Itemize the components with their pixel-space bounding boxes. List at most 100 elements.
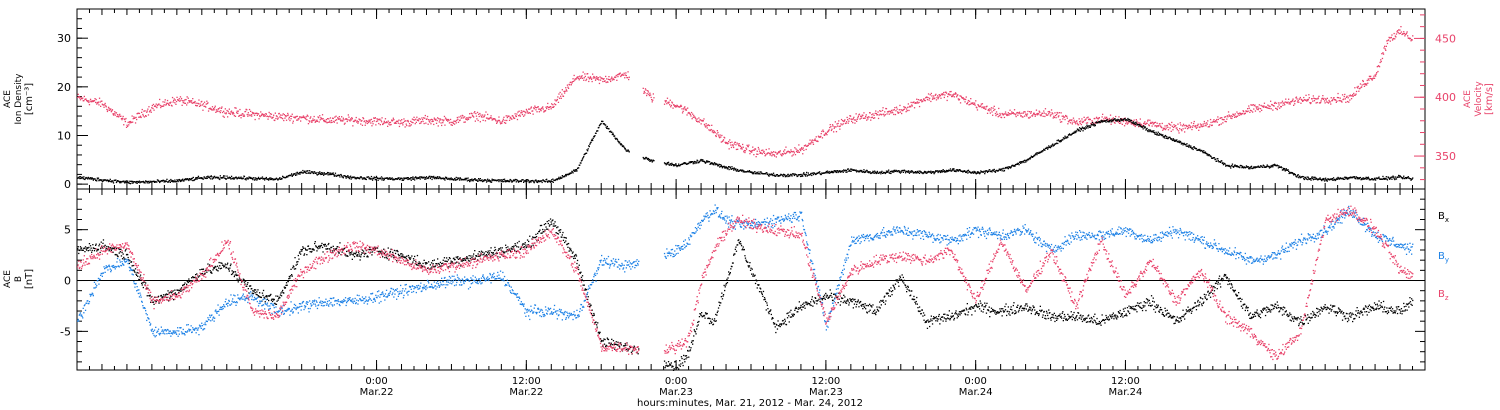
velocity-series-point bbox=[447, 118, 449, 121]
density-series-point bbox=[1358, 177, 1360, 179]
velocity-series-point bbox=[1081, 118, 1083, 120]
velocity-series-point bbox=[1285, 98, 1287, 100]
velocity-series-point bbox=[712, 132, 715, 134]
density-series-point bbox=[310, 172, 312, 174]
velocity-series-point bbox=[384, 122, 386, 124]
density-series-point bbox=[713, 162, 716, 164]
density-series-point bbox=[1321, 178, 1323, 181]
series-Bx-point bbox=[103, 245, 105, 247]
velocity-series-point bbox=[861, 116, 863, 118]
velocity-series-point bbox=[873, 114, 875, 116]
velocity-series-point bbox=[914, 102, 916, 104]
density-series-point bbox=[936, 170, 939, 172]
series-Bx-point bbox=[158, 302, 160, 304]
density-series-point bbox=[268, 179, 270, 181]
density-series-point bbox=[875, 171, 877, 173]
density-series-point bbox=[751, 171, 753, 173]
density-series-point bbox=[943, 170, 945, 173]
velocity-series-point bbox=[347, 114, 349, 116]
velocity-series-point bbox=[838, 125, 840, 128]
velocity-series-point bbox=[1186, 128, 1189, 130]
velocity-series-point bbox=[273, 114, 275, 116]
velocity-series-point bbox=[249, 115, 251, 117]
velocity-series-point bbox=[156, 106, 158, 109]
density-series-point bbox=[1289, 171, 1291, 173]
velocity-series-point bbox=[938, 94, 940, 96]
velocity-series-point bbox=[517, 115, 520, 117]
density-series-point bbox=[787, 173, 789, 175]
density-series-point bbox=[1327, 178, 1329, 180]
density-series-point bbox=[528, 180, 530, 182]
velocity-series-point bbox=[991, 111, 993, 113]
velocity-axis-tick-label: 350 bbox=[1435, 150, 1456, 163]
velocity-series-point bbox=[1291, 99, 1294, 102]
density-series-point bbox=[232, 177, 234, 179]
velocity-series-point bbox=[400, 122, 402, 124]
velocity-series-point bbox=[1098, 117, 1100, 119]
velocity-series-point bbox=[724, 137, 726, 139]
density-series-point bbox=[502, 181, 504, 183]
velocity-series-point bbox=[774, 155, 776, 157]
velocity-series-point bbox=[1410, 40, 1412, 42]
velocity-series-point bbox=[940, 93, 943, 95]
series-Bx-point bbox=[83, 247, 85, 249]
velocity-series-point bbox=[851, 120, 853, 122]
velocity-series-point bbox=[756, 153, 758, 155]
density-series-point bbox=[944, 171, 946, 173]
velocity-series-point bbox=[1273, 105, 1275, 107]
velocity-series-point bbox=[143, 110, 145, 112]
density-series-point bbox=[89, 178, 91, 180]
velocity-series-point bbox=[730, 146, 733, 149]
density-series-point bbox=[720, 164, 722, 166]
series-Bx-point bbox=[186, 283, 188, 285]
velocity-series-point bbox=[680, 105, 683, 107]
density-series-point bbox=[1325, 177, 1327, 179]
density-series-point bbox=[1347, 177, 1349, 179]
density-series-point bbox=[203, 176, 206, 178]
density-series-point bbox=[1273, 164, 1275, 167]
velocity-series-point bbox=[168, 103, 170, 106]
density-series-point bbox=[1385, 177, 1387, 180]
density-series-point bbox=[1363, 178, 1365, 180]
velocity-series-point bbox=[890, 112, 892, 114]
density-series-point bbox=[899, 170, 901, 172]
density-series-point bbox=[759, 173, 761, 175]
series-Bx-point bbox=[168, 300, 170, 302]
velocity-series-point bbox=[917, 99, 920, 101]
density-series-point bbox=[1141, 126, 1144, 128]
density-series-point bbox=[1020, 162, 1022, 164]
density-series-point bbox=[1046, 146, 1048, 148]
density-series-point bbox=[210, 178, 212, 180]
series-Bx-point bbox=[89, 245, 92, 247]
velocity-series-point bbox=[875, 112, 877, 115]
density-series-point bbox=[1072, 132, 1075, 134]
velocity-series-point bbox=[821, 130, 823, 133]
velocity-series-point bbox=[1250, 110, 1253, 112]
density-series-point bbox=[1257, 165, 1259, 167]
density-series-point bbox=[305, 172, 307, 174]
velocity-series-point bbox=[832, 125, 834, 127]
velocity-series-point bbox=[490, 117, 493, 119]
density-series-point bbox=[574, 169, 576, 171]
velocity-series-point bbox=[1383, 47, 1385, 49]
series-Bx-point bbox=[88, 246, 90, 249]
velocity-series-point bbox=[931, 95, 933, 97]
velocity-series-point bbox=[652, 99, 654, 101]
density-series-point bbox=[157, 179, 159, 181]
velocity-series-point bbox=[1284, 104, 1286, 106]
density-series-point bbox=[1268, 167, 1271, 169]
velocity-series-point bbox=[1195, 127, 1198, 129]
velocity-series-point bbox=[1147, 120, 1149, 122]
velocity-series-point bbox=[1260, 104, 1262, 107]
density-series-point bbox=[280, 178, 282, 180]
velocity-series-point bbox=[720, 136, 722, 138]
velocity-series-point bbox=[1270, 108, 1272, 110]
velocity-series-point bbox=[292, 120, 294, 122]
velocity-series-point bbox=[690, 115, 692, 117]
velocity-series-point bbox=[617, 75, 619, 78]
velocity-series-point bbox=[895, 110, 897, 112]
velocity-series-point bbox=[1147, 119, 1149, 121]
density-series-point bbox=[1391, 178, 1393, 180]
velocity-series-point bbox=[451, 121, 453, 124]
velocity-series-point bbox=[648, 93, 650, 95]
